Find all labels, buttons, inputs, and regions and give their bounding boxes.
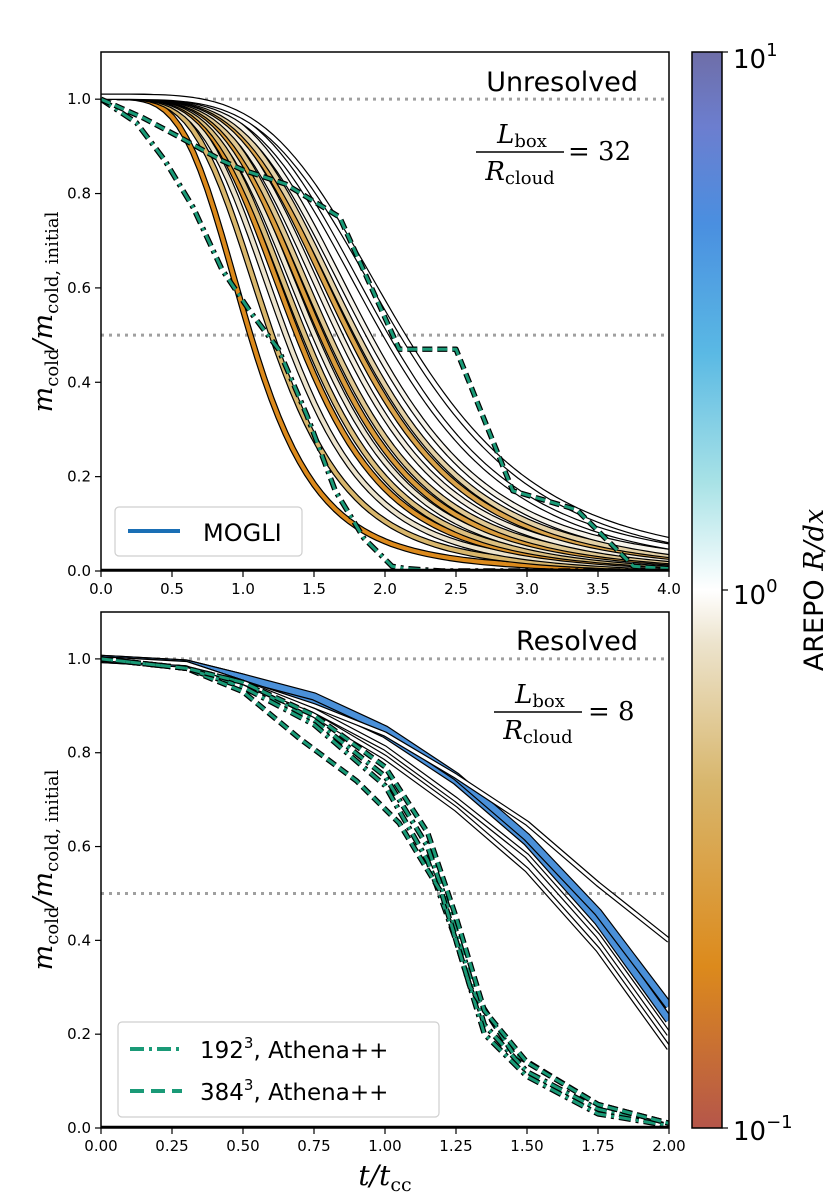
top-ytick-label: 0.6 — [67, 279, 91, 297]
top-xtick-label: 0.0 — [89, 580, 113, 598]
bottom-ratio-den: R — [502, 716, 523, 746]
colorbar-label-mid: 100 — [733, 576, 778, 611]
top-axes-frame — [100, 51, 670, 572]
bottom-ytick-label: 1.0 — [67, 650, 91, 668]
top-xtick-label: 0.5 — [160, 580, 184, 598]
top-ytick-label: 0.0 — [67, 562, 91, 580]
legend-384-label: 3843, Athena++ — [200, 1076, 388, 1106]
bottom-athena-384-b — [101, 657, 669, 1125]
bottom-ratio-value: = 8 — [588, 697, 635, 727]
top-xtick-label: 2.0 — [373, 580, 397, 598]
top-ratio-value: = 32 — [568, 137, 631, 167]
top-arepo-curve — [101, 94, 669, 543]
bottom-ratio-num-sub: box — [532, 691, 565, 712]
top-ratio-den-sub: cloud — [505, 168, 555, 189]
top-plot-area — [101, 93, 669, 571]
bottom-arepo-white-b-outline — [101, 656, 669, 1050]
colorbar: 101 100 10−1 AREPO R/dx — [691, 40, 830, 1147]
bottom-ratio-label: Lbox Rcloud = 8 — [494, 680, 635, 748]
bottom-xtick-label: 1.00 — [368, 1137, 401, 1155]
top-xtick-label: 4.0 — [657, 580, 681, 598]
top-xtick-label: 1.0 — [231, 580, 255, 598]
svg-text:Lbox: Lbox — [496, 120, 547, 152]
bottom-y-axis: 0.0 0.2 0.4 0.6 0.8 1.0 — [67, 650, 101, 1137]
bottom-ytick-label: 0.6 — [67, 838, 91, 856]
svg-text:Rcloud: Rcloud — [484, 157, 554, 189]
bottom-y-axis-label: mcold/mcold, initial — [28, 769, 63, 970]
svg-text:Rcloud: Rcloud — [502, 716, 572, 748]
bottom-annotation: Resolved — [516, 626, 638, 657]
top-ytick-label: 1.0 — [67, 90, 91, 108]
top-ytick-label: 0.8 — [67, 185, 91, 203]
bottom-athena-384-a — [101, 657, 669, 1125]
bottom-xtick-label: 1.25 — [439, 1137, 472, 1155]
svg-text:Lbox: Lbox — [514, 680, 565, 712]
legend-192-label: 1923, Athena++ — [200, 1034, 388, 1064]
top-xtick-label: 3.0 — [515, 580, 539, 598]
top-panel: 0.0 0.5 1.0 1.5 2.0 2.5 3.0 3.5 4.0 0.0 0.2 0.4 0.6… — [28, 51, 681, 598]
top-ytick-label: 0.2 — [67, 468, 91, 486]
bottom-arepo-blue-b — [101, 655, 669, 1008]
bottom-xtick-label: 0.75 — [297, 1137, 330, 1155]
colorbar-label-top: 101 — [733, 40, 778, 75]
bottom-ytick-label: 0.8 — [67, 744, 91, 762]
top-annotation: Unresolved — [486, 67, 638, 98]
bottom-xtick-label: 2.00 — [652, 1137, 685, 1155]
bottom-arepo-white-b — [101, 657, 669, 1050]
bottom-arepo-white-c — [101, 657, 669, 1036]
top-y-axis-label: mcold/mcold, initial — [28, 211, 63, 412]
colorbar-label-bottom: 10−1 — [733, 1112, 793, 1147]
bottom-panel: 0.00 0.25 0.50 0.75 1.00 1.25 1.50 1.75 2.00 0.0… — [28, 611, 686, 1196]
top-ratio-num: L — [496, 120, 514, 150]
bottom-xtick-label: 0.00 — [84, 1137, 117, 1155]
bottom-arepo-blue-b-outline — [101, 654, 669, 1009]
bottom-arepo-white-c-outline — [101, 656, 669, 1036]
top-legend: MOGLI — [114, 506, 303, 557]
top-y-axis: 0.0 0.2 0.4 0.6 0.8 1.0 — [67, 90, 101, 580]
bottom-plot-area — [101, 654, 669, 1128]
bottom-arepo-blue-a — [101, 655, 669, 1022]
bottom-ratio-num: L — [514, 680, 532, 710]
bottom-x-axis-label: t/tcc — [358, 1159, 411, 1196]
bottom-xtick-label: 0.50 — [226, 1137, 259, 1155]
colorbar-gradient — [691, 51, 723, 1129]
colorbar-title: AREPO R/dx — [799, 509, 830, 671]
bottom-xtick-label: 1.75 — [581, 1137, 614, 1155]
top-ratio-num-sub: box — [514, 131, 547, 152]
top-legend-box — [114, 506, 303, 557]
bottom-ratio-den-sub: cloud — [523, 727, 573, 748]
top-x-axis: 0.0 0.5 1.0 1.5 2.0 2.5 3.0 3.5 4.0 — [89, 571, 681, 598]
bottom-xtick-label: 1.50 — [510, 1137, 543, 1155]
top-ratio-label: Lbox Rcloud = 32 — [476, 120, 631, 189]
bottom-x-axis: 0.00 0.25 0.50 0.75 1.00 1.25 1.50 1.75 2.00 — [84, 1128, 686, 1155]
top-xtick-label: 1.5 — [302, 580, 326, 598]
top-ytick-label: 0.4 — [67, 373, 91, 391]
legend-mogli-label: MOGLI — [203, 519, 282, 547]
bottom-athena-192-b — [101, 657, 669, 1128]
top-xtick-label: 3.5 — [586, 580, 610, 598]
bottom-xtick-label: 0.25 — [155, 1137, 188, 1155]
bottom-ytick-label: 0.4 — [67, 931, 91, 949]
bottom-legend-box — [117, 1021, 440, 1118]
bottom-ytick-label: 0.2 — [67, 1025, 91, 1043]
top-xtick-label: 2.5 — [444, 580, 468, 598]
bottom-legend: 1923, Athena++ 3843, Athena++ — [117, 1021, 440, 1118]
top-ratio-den: R — [484, 157, 505, 187]
bottom-arepo-blue-a-outline — [101, 654, 669, 1023]
bottom-ytick-label: 0.0 — [67, 1119, 91, 1137]
